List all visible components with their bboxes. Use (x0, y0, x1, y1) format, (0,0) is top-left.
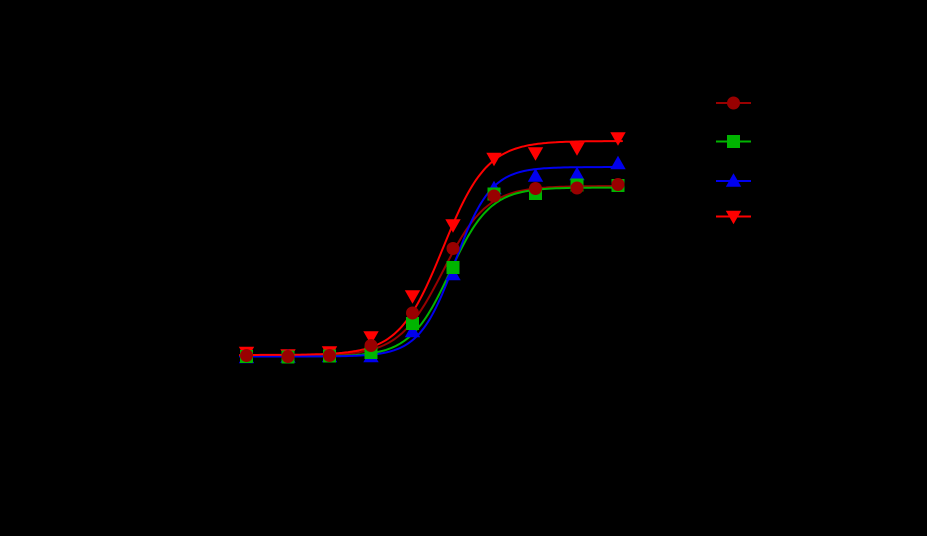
series-4-red-triangle-down-point-10-marker (610, 132, 626, 146)
series-2-green-square-point-5-marker (406, 317, 419, 330)
series-4-red-triangle-down-fit-curve (239, 140, 623, 356)
series-4-red-triangle-down-point-7-marker (486, 152, 502, 167)
series-3-blue-triangle-up-point-8-marker (527, 168, 544, 182)
series-1-dark-red-circle-point-7-marker (487, 189, 501, 203)
legend-entry-4-triangle-down-icon (725, 210, 742, 225)
series-1-dark-red-circle-point-3-marker (323, 349, 336, 362)
legend-layer (716, 96, 751, 225)
series-1-dark-red-circle-point-1-marker (240, 349, 253, 362)
series-4-red-triangle-down-point-6-marker (445, 219, 461, 233)
series-3-blue-triangle-up-point-10-marker (610, 155, 626, 170)
series-1-dark-red-circle-point-9-marker (570, 181, 584, 195)
series-2-green-square-point-6-marker (446, 261, 460, 274)
markers-layer (238, 132, 626, 364)
legend-entry-2-square-icon (727, 135, 740, 148)
series-1-dark-red-circle-point-10-marker (611, 178, 625, 191)
series-1-dark-red-circle-point-5-marker (406, 306, 419, 320)
curves-layer (239, 140, 623, 358)
series-3-blue-triangle-up-point-9-marker (569, 166, 585, 181)
series-4-red-triangle-down-point-5-marker (404, 290, 421, 304)
series-1-dark-red-circle-point-8-marker (529, 182, 542, 195)
series-4-red-triangle-down-point-8-marker (527, 147, 544, 161)
series-1-dark-red-circle-point-6-marker (446, 242, 460, 255)
series-1-dark-red-circle-point-2-marker (281, 350, 295, 363)
legend-entry-3-triangle-up-icon (725, 173, 742, 187)
series-3-blue-triangle-up-fit-curve (239, 166, 623, 358)
legend-entry-1-circle-icon (727, 96, 740, 110)
series-4-red-triangle-down-point-4-marker (363, 331, 379, 345)
series-4-red-triangle-down-point-9-marker (569, 142, 585, 156)
series-1-dark-red-circle-point-4-marker (364, 339, 378, 352)
series-3-blue-triangle-up-point-5-marker (404, 323, 421, 338)
